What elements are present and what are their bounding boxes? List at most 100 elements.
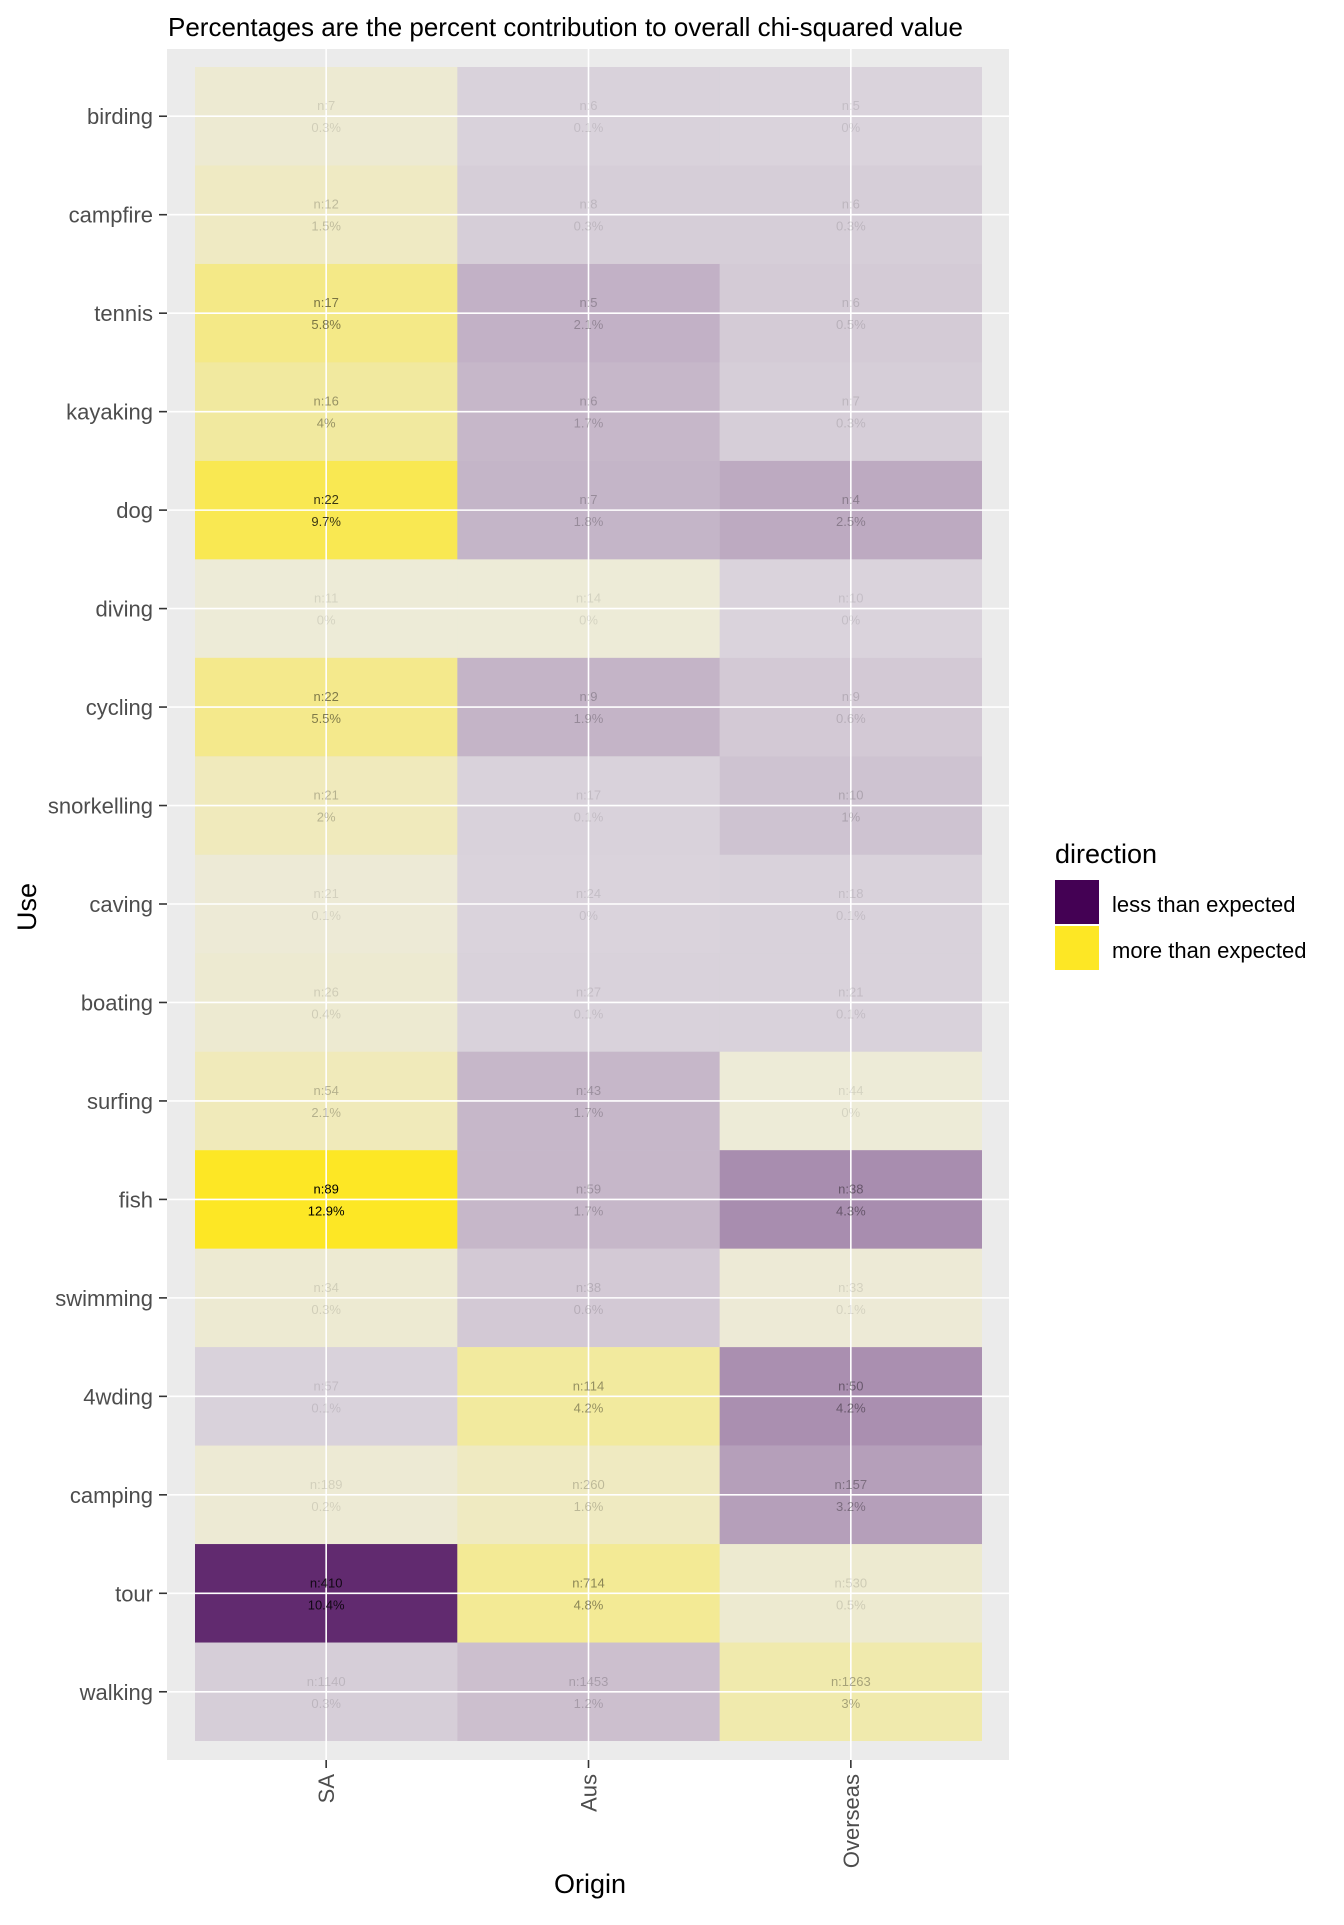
legend: direction less than expected more than e… <box>1055 839 1306 970</box>
cell-percent-label: 2.1% <box>574 317 604 332</box>
y-tick-label: snorkelling <box>48 794 153 819</box>
cell-percent-label: 0.4% <box>311 1006 341 1021</box>
cell-percent-label: 1.2% <box>574 1696 604 1711</box>
cell-count-label: n:410 <box>310 1575 343 1590</box>
y-tick-label: dog <box>116 498 153 523</box>
cell-count-label: n:38 <box>838 1181 863 1196</box>
cell-percent-label: 4% <box>317 416 336 431</box>
legend-key-more <box>1055 926 1099 970</box>
y-tick-label: fish <box>119 1187 153 1212</box>
x-tick-label: Overseas <box>839 1774 864 1868</box>
cell-count-label: n:27 <box>576 984 601 999</box>
cell-count-label: n:17 <box>314 295 339 310</box>
cell-count-label: n:57 <box>314 1378 339 1393</box>
y-tick-label: birding <box>87 104 153 129</box>
cell-count-label: n:22 <box>314 492 339 507</box>
cell-count-label: n:714 <box>572 1575 605 1590</box>
cell-count-label: n:10 <box>838 591 863 606</box>
cell-percent-label: 1.6% <box>574 1499 604 1514</box>
cell-count-label: n:7 <box>579 492 597 507</box>
cell-count-label: n:9 <box>579 689 597 704</box>
cell-percent-label: 1.8% <box>574 514 604 529</box>
x-tick-label: SA <box>314 1774 339 1804</box>
cell-count-label: n:14 <box>576 591 601 606</box>
cell-count-label: n:4 <box>842 492 860 507</box>
cell-count-label: n:157 <box>835 1477 868 1492</box>
cell-count-label: n:7 <box>317 98 335 113</box>
cell-count-label: n:5 <box>842 98 860 113</box>
cell-percent-label: 0.1% <box>574 1006 604 1021</box>
cell-count-label: n:89 <box>314 1181 339 1196</box>
cell-count-label: n:1453 <box>569 1674 609 1689</box>
cell-percent-label: 0% <box>317 613 336 628</box>
cell-count-label: n:1263 <box>831 1674 871 1689</box>
y-tick-label: cycling <box>86 695 153 720</box>
y-tick-label: camping <box>70 1483 153 1508</box>
cell-percent-label: 3% <box>841 1696 860 1711</box>
y-tick-label: kayaking <box>66 400 153 425</box>
cell-count-label: n:50 <box>838 1378 863 1393</box>
cell-percent-label: 0% <box>841 1105 860 1120</box>
cell-percent-label: 3.2% <box>836 1499 866 1514</box>
y-tick-label: tennis <box>94 301 153 326</box>
cell-count-label: n:114 <box>573 1378 605 1393</box>
y-tick-label: surfing <box>87 1089 153 1114</box>
cell-percent-label: 4.2% <box>836 1400 866 1415</box>
cell-count-label: n:6 <box>579 394 597 409</box>
cell-percent-label: 5.8% <box>311 317 341 332</box>
cell-count-label: n:21 <box>314 788 339 803</box>
cell-count-label: n:9 <box>842 689 860 704</box>
y-axis-title: Use <box>12 883 42 931</box>
cell-count-label: n:22 <box>314 689 339 704</box>
x-axis-title: Origin <box>554 1869 626 1899</box>
cell-count-label: n:6 <box>579 98 597 113</box>
cell-count-label: n:38 <box>576 1280 601 1295</box>
cell-percent-label: 0.5% <box>836 317 866 332</box>
cell-count-label: n:5 <box>579 295 597 310</box>
cell-count-label: n:1140 <box>307 1674 346 1689</box>
cell-count-label: n:33 <box>838 1280 863 1295</box>
cell-percent-label: 1.7% <box>574 1203 604 1218</box>
cell-percent-label: 2% <box>317 810 336 825</box>
cell-percent-label: 0.3% <box>311 120 341 135</box>
cell-percent-label: 0.3% <box>836 219 866 234</box>
cell-count-label: n:21 <box>838 984 863 999</box>
cell-percent-label: 5.5% <box>311 711 341 726</box>
cell-percent-label: 0.6% <box>836 711 866 726</box>
y-tick-label: walking <box>79 1680 153 1705</box>
cell-count-label: n:189 <box>310 1477 343 1492</box>
y-tick-label: diving <box>96 597 153 622</box>
cell-percent-label: 4.2% <box>574 1400 604 1415</box>
plot-panel: n:7 0.3% n:6 0.1% n:5 0% n:12 1.5% n:8 0.3% n:6 0.3… <box>48 49 1009 1868</box>
cell-count-label: n:26 <box>314 984 339 999</box>
cell-count-label: n:59 <box>576 1181 601 1196</box>
cell-count-label: n:18 <box>838 886 863 901</box>
cell-count-label: n:6 <box>842 295 860 310</box>
cell-percent-label: 2.1% <box>311 1105 341 1120</box>
legend-title: direction <box>1055 839 1157 869</box>
cell-percent-label: 2.5% <box>836 514 866 529</box>
cell-count-label: n:34 <box>314 1280 339 1295</box>
cell-percent-label: 0% <box>579 613 598 628</box>
cell-percent-label: 12.9% <box>308 1203 345 1218</box>
cell-count-label: n:530 <box>835 1575 868 1590</box>
cell-percent-label: 0.1% <box>311 908 341 923</box>
cell-percent-label: 1.5% <box>311 219 341 234</box>
cell-count-label: n:21 <box>314 886 339 901</box>
cell-percent-label: 1.7% <box>574 1105 604 1120</box>
cell-percent-label: 0% <box>841 613 860 628</box>
chart-title: Percentages are the percent contribution… <box>168 12 963 42</box>
legend-key-less <box>1055 880 1099 924</box>
cell-percent-label: 0.2% <box>311 1499 341 1514</box>
legend-label-more: more than expected <box>1112 938 1306 963</box>
x-tick-label: Aus <box>577 1774 602 1812</box>
y-tick-label: swimming <box>55 1286 153 1311</box>
cell-percent-label: 1.9% <box>574 711 604 726</box>
cell-count-label: n:43 <box>576 1083 601 1098</box>
cell-percent-label: 0.6% <box>574 1302 604 1317</box>
cell-percent-label: 4.8% <box>574 1597 604 1612</box>
cell-percent-label: 0.1% <box>836 908 866 923</box>
cell-percent-label: 0.3% <box>311 1302 341 1317</box>
